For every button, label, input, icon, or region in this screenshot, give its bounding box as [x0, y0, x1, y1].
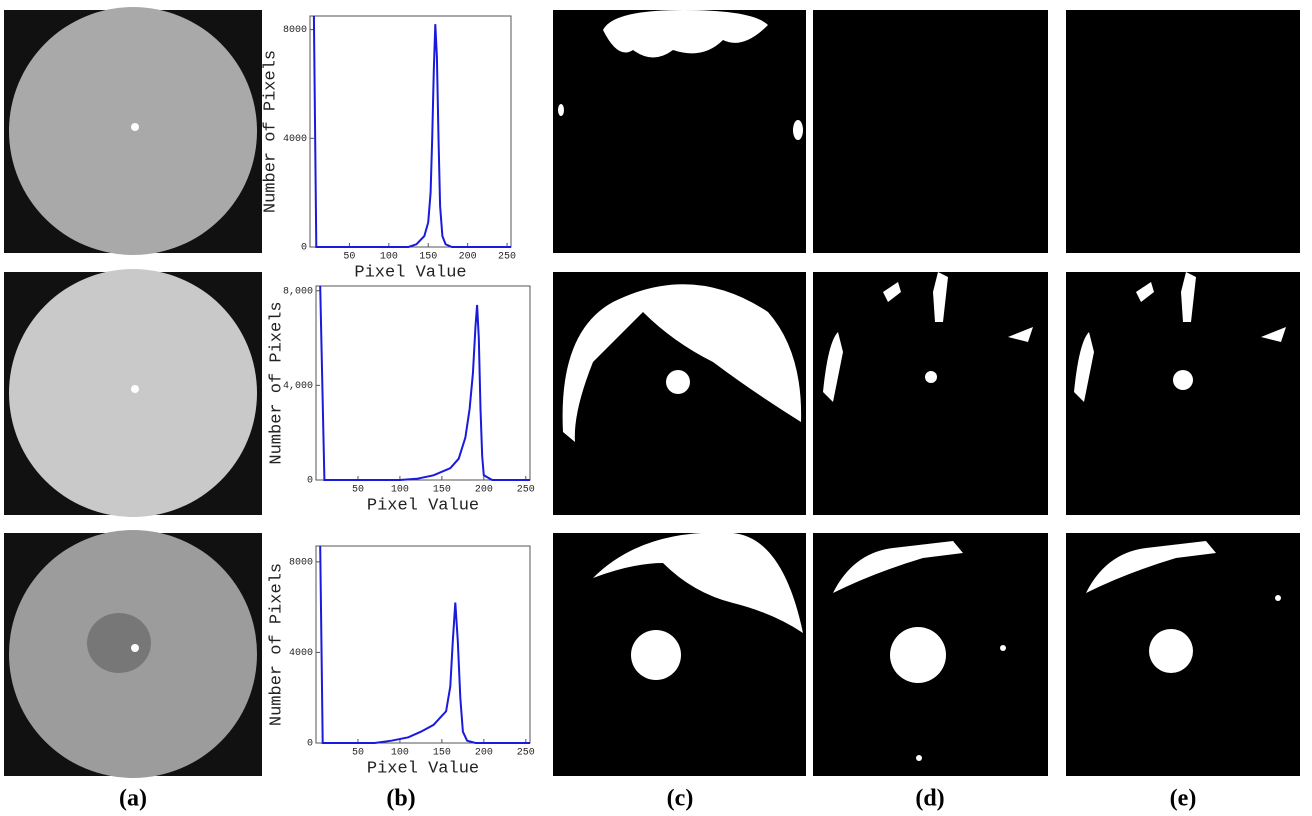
y-tick-label: 8000: [289, 557, 313, 568]
mask: [553, 532, 806, 776]
blob: [1181, 272, 1196, 322]
x-tick-label: 50: [352, 485, 364, 496]
panel-label: (d): [915, 786, 944, 812]
y-tick-label: 4000: [283, 134, 307, 145]
mask-bg: [813, 272, 1048, 515]
blob: [1173, 370, 1193, 390]
blob: [631, 630, 681, 680]
blob: [603, 10, 768, 58]
panel-label: (c): [667, 786, 694, 812]
blob: [1086, 541, 1216, 593]
mask: [553, 10, 806, 253]
photo: [4, 530, 262, 778]
x-tick-label: 50: [352, 748, 364, 759]
panel-label: (a): [119, 786, 147, 812]
blob: [1275, 595, 1281, 601]
x-axis-label: Pixel Value: [354, 263, 466, 282]
blob: [925, 371, 937, 383]
dark-spot: [87, 613, 151, 673]
y-tick-label: 4000: [289, 648, 313, 659]
panel-label: (e): [1170, 786, 1197, 812]
histogram-line: [319, 285, 530, 481]
mask: [1066, 533, 1300, 776]
y-tick-label: 0: [307, 476, 313, 487]
blob: [916, 755, 922, 761]
mask: [813, 533, 1048, 776]
plot-frame: [309, 15, 512, 248]
blob: [1261, 327, 1286, 342]
mask-bg: [813, 10, 1048, 253]
blob: [1149, 629, 1193, 673]
x-tick-label: 250: [517, 485, 535, 496]
x-tick-label: 200: [475, 748, 493, 759]
mask-bg: [1066, 10, 1300, 253]
mask: [813, 10, 1048, 253]
blob: [793, 120, 803, 140]
x-tick-label: 100: [391, 485, 409, 496]
bright-spot: [131, 123, 139, 131]
blob: [833, 541, 963, 593]
blob: [558, 104, 564, 116]
x-tick-label: 50: [343, 252, 355, 263]
y-axis-label: Number of Pixels: [267, 301, 286, 464]
plot-frame: [315, 285, 531, 481]
x-tick-label: 250: [498, 252, 516, 263]
x-axis-label: Pixel Value: [367, 496, 479, 515]
blob: [1074, 332, 1094, 402]
x-tick-label: 100: [380, 252, 398, 263]
blob: [883, 282, 901, 302]
photo: [4, 269, 262, 517]
blob: [933, 272, 948, 322]
y-tick-label: 0: [301, 243, 307, 254]
panel-label: (b): [386, 786, 415, 812]
x-tick-label: 100: [391, 748, 409, 759]
disc: [9, 7, 257, 255]
y-axis-label: Number of Pixels: [267, 563, 286, 726]
blob: [1136, 282, 1154, 302]
x-axis-label: Pixel Value: [367, 759, 479, 778]
y-tick-label: 4,000: [283, 381, 313, 392]
blob: [593, 532, 803, 633]
plot-frame: [315, 545, 531, 744]
blob: [1000, 645, 1006, 651]
x-tick-label: 150: [433, 748, 451, 759]
x-tick-label: 200: [459, 252, 477, 263]
y-axis-label: Number of Pixels: [261, 50, 280, 213]
mask: [813, 272, 1048, 515]
blob: [1008, 327, 1033, 342]
histogram-line: [319, 545, 530, 744]
x-tick-label: 150: [433, 485, 451, 496]
blob: [562, 284, 802, 442]
blob: [823, 332, 843, 402]
x-tick-label: 200: [475, 485, 493, 496]
blob: [890, 627, 946, 683]
disc: [9, 269, 257, 517]
photo: [4, 7, 262, 255]
y-tick-label: 8,000: [283, 286, 313, 297]
mask: [1066, 10, 1300, 253]
y-tick-label: 8000: [283, 25, 307, 36]
bright-spot: [131, 385, 139, 393]
mask: [553, 272, 806, 515]
blob: [666, 370, 690, 394]
x-tick-label: 250: [517, 748, 535, 759]
bright-spot: [131, 644, 139, 652]
y-tick-label: 0: [307, 739, 313, 750]
x-tick-label: 150: [419, 252, 437, 263]
mask: [1066, 272, 1300, 515]
histogram-line: [312, 15, 511, 248]
